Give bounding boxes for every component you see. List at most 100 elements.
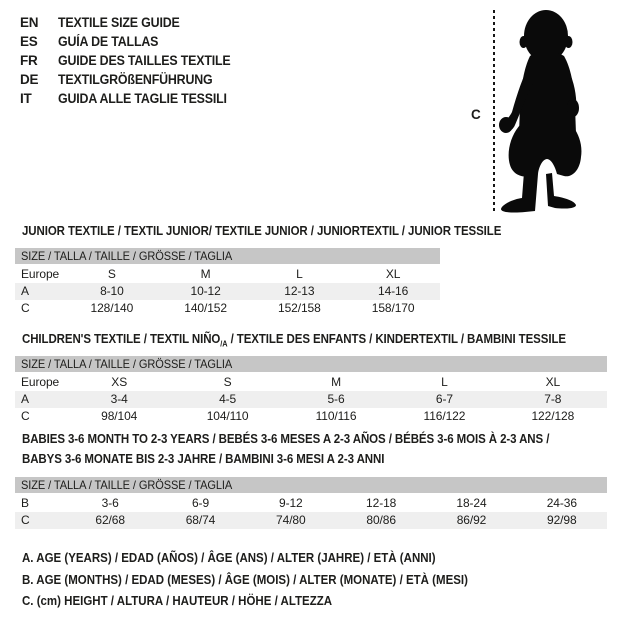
cell-value: 6-7 [435,392,453,406]
cell-value: 4-5 [219,392,237,406]
language-label: TEXTILGRÖßENFÜHRUNG [58,72,213,87]
cell-value: M [200,267,211,281]
cell-value: 74/80 [276,513,306,527]
cell-value: L [296,267,303,281]
cell-value: 68/74 [185,513,216,527]
table-row: C 98/104 104/110 110/116 116/122 122/128 [15,408,607,425]
cell-value: 6-9 [191,496,210,510]
row-label: C [21,409,30,423]
cell-value: 24-36 [546,496,577,510]
children-size-table: SIZE / TALLA / TAILLE / GRÖSSE / TAGLIA … [15,356,607,425]
cell-value: 128/140 [90,301,134,315]
row-label: C [21,301,30,315]
language-list: EN TEXTILE SIZE GUIDE ES GUÍA DE TALLAS FR GU… [20,13,246,108]
cell-value: 12-18 [366,496,397,510]
language-row: DE TEXTILGRÖßENFÜHRUNG [20,70,246,89]
cell-value: 10-12 [190,284,221,298]
cell-value: 7-8 [544,392,562,406]
babies-table-title-line1: BABIES 3-6 MONTH TO 2-3 YEARS / BEBÉS 3-… [22,432,550,446]
language-label: GUIDA ALLE TAGLIE TESSILI [58,91,227,106]
cell-value: 104/110 [206,409,249,423]
table-row: A 3-4 4-5 5-6 6-7 7-8 [15,391,607,408]
children-table-title: CHILDREN'S TEXTILE / TEXTIL NIÑO/A / TEX… [22,329,613,355]
table-row: B 3-6 6-9 9-12 12-18 18-24 24-36 [15,495,607,512]
cell-value: 116/122 [423,409,466,423]
size-header-text: SIZE / TALLA / TAILLE / GRÖSSE / TAGLIA [21,478,233,492]
cell-value: 98/104 [101,409,138,423]
language-code: FR [20,53,38,68]
babies-size-table: SIZE / TALLA / TAILLE / GRÖSSE / TAGLIA … [15,477,607,529]
cell-value: XL [545,375,561,389]
language-row: FR GUIDE DES TAILLES TEXTILE [20,51,246,70]
size-header-bar: SIZE / TALLA / TAILLE / GRÖSSE / TAGLIA [15,356,607,372]
legend-line: C. (cm) HEIGHT / ALTURA / HAUTEUR / HÖHE… [22,591,507,613]
cell-value: 92/98 [547,513,577,527]
cell-value: 18-24 [456,496,487,510]
language-row: ES GUÍA DE TALLAS [20,32,246,51]
cell-value: 152/158 [278,301,321,315]
size-header-bar: SIZE / TALLA / TAILLE / GRÖSSE / TAGLIA [15,477,607,493]
cell-value: 62/68 [95,513,125,527]
cell-value: 5-6 [327,392,345,406]
cell-value: 14-16 [378,284,409,298]
table-row: Europe XS S M L XL [15,374,607,391]
legend-text: B. AGE (MONTHS) / EDAD (MESES) / ÂGE (MO… [22,572,468,587]
size-header-text: SIZE / TALLA / TAILLE / GRÖSSE / TAGLIA [21,249,233,263]
language-label: GUÍA DE TALLAS [58,34,159,49]
cell-value: XS [111,375,128,389]
cell-value: 8-10 [100,284,124,298]
cell-value: 122/128 [531,409,575,423]
language-code: IT [20,91,32,106]
cell-value: 9-12 [279,496,303,510]
babies-table-title-line2: BABYS 3-6 MONATE BIS 2-3 JAHRE / BAMBINI… [22,452,385,466]
language-code: ES [20,34,38,49]
table-row: Europe S M L XL [15,266,440,283]
table-row: C 62/68 68/74 74/80 80/86 86/92 92/98 [15,512,607,529]
children-title-pre: CHILDREN'S TEXTILE / TEXTIL NIÑO [22,332,221,346]
height-measure-dotted-line [493,10,495,214]
row-label: B [21,496,29,510]
children-title-sub: /A [220,339,228,349]
cell-value: 3-4 [110,392,128,406]
junior-table-rows: Europe S M L XL A 8-10 10-12 12-13 14-16 C 128/140 1… [15,266,440,317]
children-table-title-text: CHILDREN'S TEXTILE / TEXTIL NIÑO/A / TEX… [22,329,566,355]
language-row: IT GUIDA ALLE TAGLIE TESSILI [20,89,246,108]
row-label: Europe [21,267,60,281]
table-row: C 128/140 140/152 152/158 158/170 [15,300,440,317]
cell-value: L [441,375,448,389]
legend-text: C. (cm) HEIGHT / ALTURA / HAUTEUR / HÖHE… [22,594,333,608]
cell-value: XL [385,267,401,281]
junior-size-table: SIZE / TALLA / TAILLE / GRÖSSE / TAGLIA … [15,248,440,317]
language-row: EN TEXTILE SIZE GUIDE [20,13,246,32]
children-table-rows: Europe XS S M L XL A 3-4 4-5 5-6 6-7 7-8 C 98/104 104/… [15,374,607,425]
cell-value: S [223,375,232,389]
children-title-post: / TEXTILE DES ENFANTS / KINDERTEXTIL / B… [227,332,566,346]
cell-value: 158/170 [371,301,415,315]
cell-value: 86/92 [456,513,487,527]
junior-table-title-text: JUNIOR TEXTILE / TEXTIL JUNIOR/ TEXTILE … [22,224,502,238]
legend-text: A. AGE (YEARS) / EDAD (AÑOS) / ÂGE (ANS)… [22,551,436,565]
cell-value: 140/152 [184,301,227,315]
height-measure-label: C [471,107,481,122]
language-code: DE [20,72,39,87]
row-label: A [21,284,29,298]
cell-value: M [331,375,341,389]
legend-line: B. AGE (MONTHS) / EDAD (MESES) / ÂGE (MO… [22,570,507,592]
cell-value: 80/86 [366,513,396,527]
row-label: Europe [21,375,60,389]
cell-value: 110/116 [315,409,357,423]
legend-line: A. AGE (YEARS) / EDAD (AÑOS) / ÂGE (ANS)… [22,548,507,570]
language-label: GUIDE DES TAILLES TEXTILE [58,53,231,68]
toddler-silhouette-image [499,10,582,213]
cell-value: 12-13 [284,284,315,298]
babies-table-title: BABIES 3-6 MONTH TO 2-3 YEARS / BEBÉS 3-… [22,429,595,469]
babies-table-rows: B 3-6 6-9 9-12 12-18 18-24 24-36 C 62/68 68/74 74/… [15,495,607,529]
size-header-text: SIZE / TALLA / TAILLE / GRÖSSE / TAGLIA [21,357,233,371]
legend: A. AGE (YEARS) / EDAD (AÑOS) / ÂGE (ANS)… [22,548,507,613]
row-label: C [21,513,30,527]
junior-table-title: JUNIOR TEXTILE / TEXTIL JUNIOR/ TEXTILE … [22,221,543,241]
table-row: A 8-10 10-12 12-13 14-16 [15,283,440,300]
language-label: TEXTILE SIZE GUIDE [58,15,180,30]
cell-value: S [107,267,116,281]
